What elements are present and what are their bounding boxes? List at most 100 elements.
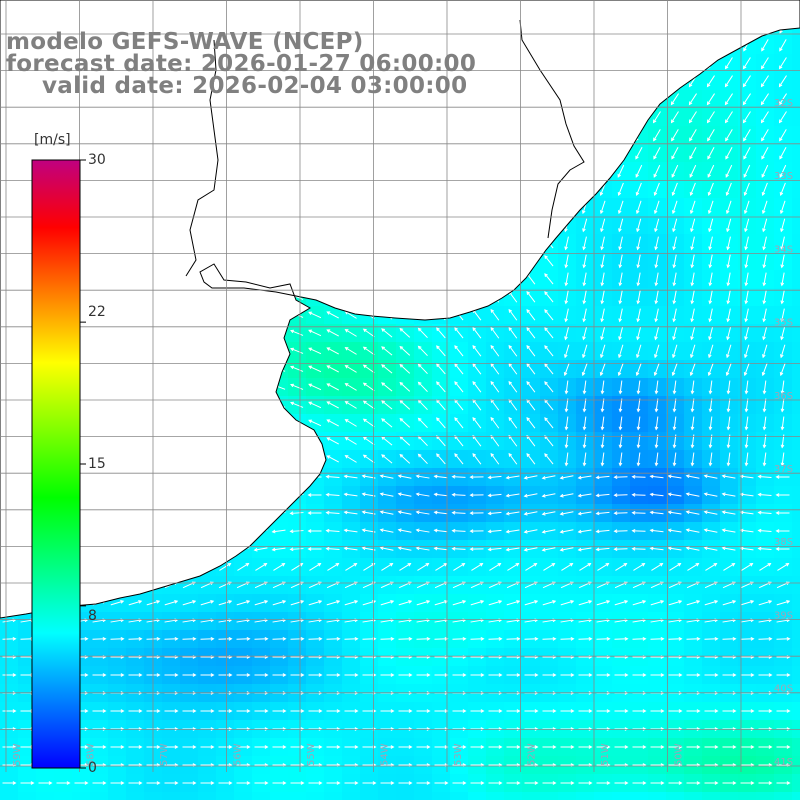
- wind-cell: [144, 792, 163, 800]
- wind-cell: [288, 792, 307, 800]
- wind-cell: [666, 792, 685, 800]
- wind-cell: [90, 792, 109, 800]
- wind-cell: [360, 792, 379, 800]
- wind-cell: [792, 486, 800, 505]
- wind-cell: [486, 792, 505, 800]
- lat-label: 39S: [774, 610, 793, 621]
- wind-cell: [792, 288, 800, 307]
- wind-cell: [612, 792, 631, 800]
- lon-label: 52W: [527, 743, 538, 766]
- wind-cell: [126, 792, 145, 800]
- wind-cell: [792, 558, 800, 577]
- lat-label: 32S: [774, 98, 793, 109]
- wind-cell: [792, 756, 800, 775]
- wind-cell: [738, 792, 757, 800]
- wind-cell: [756, 792, 775, 800]
- wind-cell: [792, 738, 800, 757]
- lat-label: 35S: [774, 318, 793, 329]
- colorbar: [31, 159, 81, 769]
- wind-cell: [684, 792, 703, 800]
- wind-cell: [54, 792, 73, 800]
- wind-cell: [792, 126, 800, 145]
- wind-cell: [630, 792, 649, 800]
- colorbar-tick-22: 22: [88, 304, 106, 320]
- wind-cell: [306, 792, 325, 800]
- lat-label: 37S: [774, 464, 793, 475]
- wind-cell: [702, 792, 721, 800]
- lat-label: 41S: [774, 757, 793, 768]
- wind-cell: [792, 216, 800, 235]
- wind-cell: [180, 792, 199, 800]
- wind-cell: [792, 378, 800, 397]
- lat-label: 34S: [774, 244, 793, 255]
- wind-cell: [792, 306, 800, 325]
- wind-cell: [450, 792, 469, 800]
- wind-cell: [792, 468, 800, 487]
- wind-cell: [792, 198, 800, 217]
- wind-cell: [792, 162, 800, 181]
- wind-cell: [522, 792, 541, 800]
- wind-cell: [234, 792, 253, 800]
- lon-label: 55W: [306, 743, 317, 766]
- wind-cell: [504, 792, 523, 800]
- wind-cell: [792, 180, 800, 199]
- wind-cell: [792, 666, 800, 685]
- wind-cell: [792, 774, 800, 793]
- lon-label: 53W: [453, 743, 464, 766]
- wind-cell: [792, 252, 800, 271]
- wind-cell: [648, 792, 667, 800]
- wind-cell: [792, 612, 800, 631]
- wind-cell: [0, 792, 19, 800]
- lon-label: 57W: [159, 743, 170, 766]
- wind-cell: [396, 792, 415, 800]
- wind-cell: [792, 630, 800, 649]
- wind-cell: [414, 792, 433, 800]
- wind-cell: [162, 792, 181, 800]
- wind-cell: [720, 792, 739, 800]
- wind-cell: [270, 792, 289, 800]
- lat-label: 38S: [774, 537, 793, 548]
- wind-cell: [792, 72, 800, 91]
- wind-cell: [792, 414, 800, 433]
- wind-cell: [378, 792, 397, 800]
- wind-cell: [540, 792, 559, 800]
- wind-cell: [342, 792, 361, 800]
- wind-cell: [792, 432, 800, 451]
- lon-label: 54W: [380, 743, 391, 766]
- lon-label: 51W: [600, 743, 611, 766]
- wind-cell: [792, 702, 800, 721]
- wind-cell: [792, 576, 800, 595]
- colorbar-tick-30: 30: [88, 152, 106, 168]
- wind-cell: [792, 342, 800, 361]
- wind-cell: [108, 792, 127, 800]
- wind-cell: [576, 792, 595, 800]
- wind-cell: [792, 360, 800, 379]
- wind-cell: [792, 270, 800, 289]
- lon-label: 50W: [674, 743, 685, 766]
- wind-cell: [792, 324, 800, 343]
- lon-label: 56W: [233, 743, 244, 766]
- lat-label: 36S: [774, 391, 793, 402]
- wind-cell: [792, 504, 800, 523]
- wind-cell: [72, 792, 91, 800]
- wind-cell: [792, 90, 800, 109]
- wind-cell: [792, 684, 800, 703]
- wind-cell: [594, 792, 613, 800]
- colorbar-tick-15: 15: [88, 456, 106, 472]
- colorbar-tick-0: 0: [88, 760, 97, 776]
- wind-cell: [792, 648, 800, 667]
- wind-cell: [792, 450, 800, 469]
- wind-cell: [792, 36, 800, 55]
- wind-cell: [324, 792, 343, 800]
- wind-cell: [792, 522, 800, 541]
- lat-label: 33S: [774, 171, 793, 182]
- wind-cell: [792, 108, 800, 127]
- wind-cell: [792, 54, 800, 73]
- colorbar-tick-8: 8: [88, 608, 97, 624]
- wind-cell: [792, 234, 800, 253]
- lat-label: 40S: [774, 684, 793, 695]
- wind-cell: [792, 594, 800, 613]
- wind-cell: [18, 792, 37, 800]
